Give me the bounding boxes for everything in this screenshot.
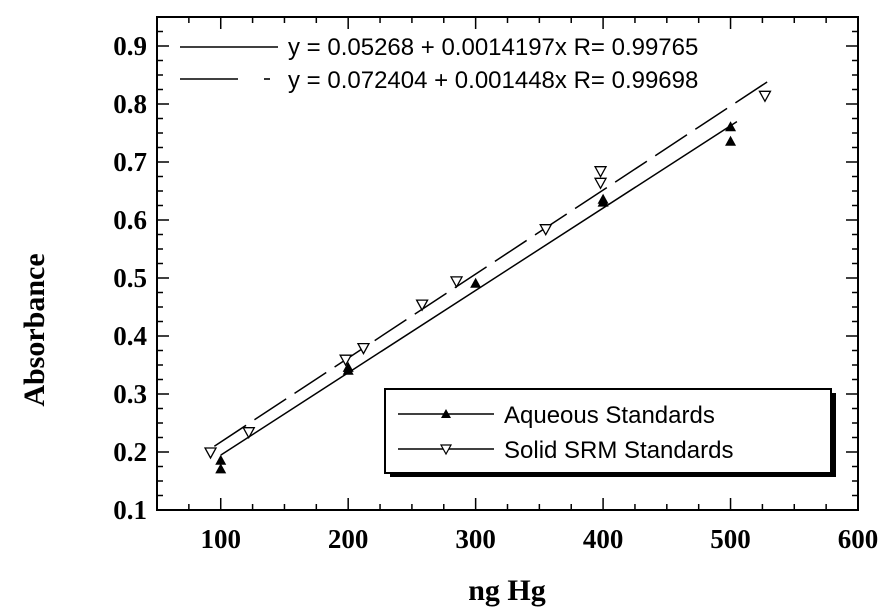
fit-line-1 <box>220 120 738 456</box>
aqueous-point <box>215 463 227 474</box>
aqueous-point <box>725 135 737 146</box>
aqueous-point <box>215 454 227 465</box>
x-tick-label: 200 <box>328 524 369 554</box>
legend-label-solid: Solid SRM Standards <box>504 437 733 464</box>
y-tick-label: 0.6 <box>113 205 147 235</box>
fit-equation-2: y = 0.072404 + 0.001448x R= 0.99698 <box>288 67 698 94</box>
aqueous-point <box>342 364 354 375</box>
y-tick-label: 0.8 <box>113 89 147 119</box>
y-tick-label: 0.9 <box>113 31 147 61</box>
data-points <box>203 90 772 474</box>
srm-point <box>593 166 608 179</box>
aqueous-point <box>470 277 482 288</box>
y-tick-label: 0.4 <box>113 321 147 351</box>
legend-label-aqueous: Aqueous Standards <box>504 402 715 429</box>
srm-point <box>449 276 464 289</box>
fit-line-2 <box>213 80 770 447</box>
srm-point <box>242 427 256 440</box>
aqueous-point <box>725 121 737 132</box>
legend-box <box>384 388 832 474</box>
srm-point <box>539 224 553 237</box>
x-tick-label: 100 <box>200 524 241 554</box>
legend: Aqueous Standards Solid SRM Standards <box>384 388 836 477</box>
fit-equations: y = 0.05268 + 0.0014197x R= 0.99765 y = … <box>180 34 698 94</box>
aqueous-point <box>597 196 609 207</box>
fit-lines <box>213 80 770 456</box>
axis-ticks <box>156 16 859 511</box>
srm-point <box>203 447 218 460</box>
y-axis-title: Absorbance <box>18 253 51 406</box>
x-tick-label: 500 <box>710 524 751 554</box>
srm-point <box>356 342 371 355</box>
legend-marker-aqueous <box>441 409 451 418</box>
srm-point <box>415 299 429 312</box>
x-axis-title: ng Hg <box>468 574 546 607</box>
legend-marker-solid <box>439 444 453 456</box>
y-tick-label: 0.3 <box>113 379 147 409</box>
x-tick-label: 300 <box>455 524 496 554</box>
y-axis-tick-labels: 0.1 0.2 0.3 0.4 0.5 0.6 0.7 0.8 0.9 <box>113 31 147 525</box>
srm-point <box>593 177 608 190</box>
x-axis-tick-labels: 100 200 300 400 500 600 <box>200 524 878 554</box>
srm-point <box>339 354 353 367</box>
x-tick-label: 400 <box>583 524 624 554</box>
fit-equation-1: y = 0.05268 + 0.0014197x R= 0.99765 <box>288 34 698 61</box>
y-tick-label: 0.7 <box>113 147 147 177</box>
y-tick-label: 0.5 <box>113 263 147 293</box>
y-tick-label: 0.2 <box>113 437 147 467</box>
y-tick-label: 0.1 <box>113 495 147 525</box>
srm-point <box>758 90 772 103</box>
x-tick-label: 600 <box>838 524 879 554</box>
